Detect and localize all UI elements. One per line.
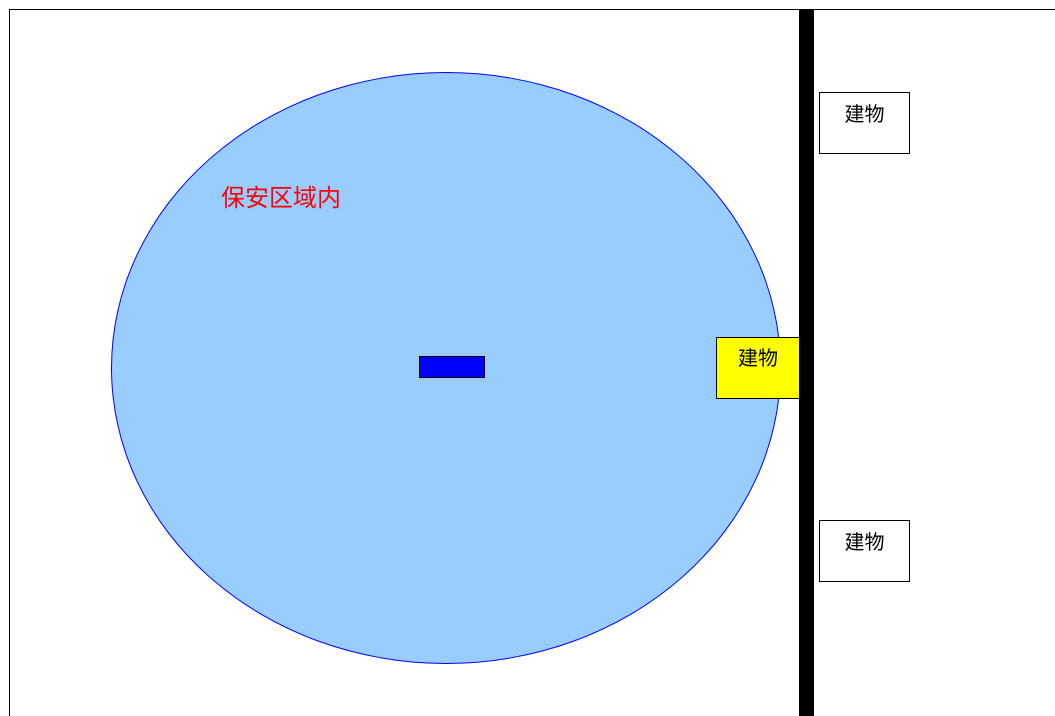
building-bottom: 建物 — [819, 520, 910, 582]
building-bottom-label: 建物 — [844, 530, 885, 554]
building-top-label: 建物 — [844, 102, 885, 126]
wall-line — [799, 10, 814, 716]
building-highlighted-label: 建物 — [738, 346, 778, 370]
diagram-frame — [9, 9, 1055, 716]
building-highlighted: 建物 — [716, 337, 800, 399]
building-top: 建物 — [819, 92, 910, 154]
security-zone-label: 保安区域内 — [221, 184, 341, 212]
center-marker — [419, 356, 485, 378]
